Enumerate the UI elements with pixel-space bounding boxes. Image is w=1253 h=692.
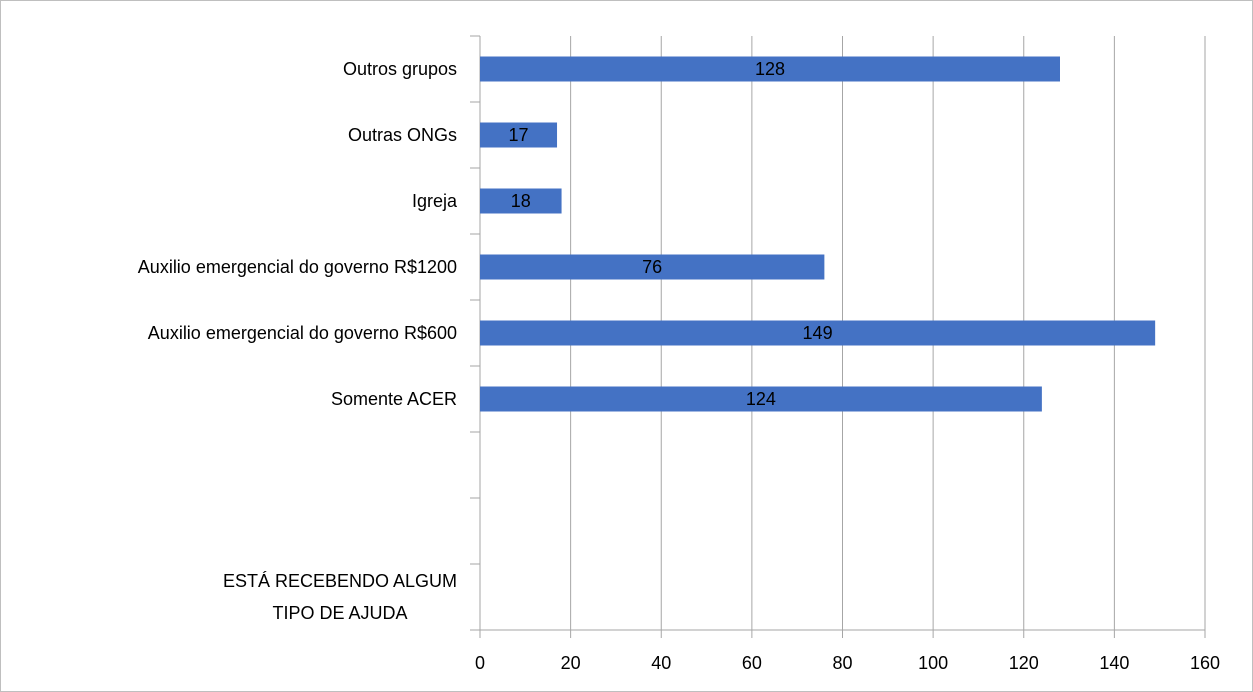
bar	[480, 320, 1156, 346]
x-tick-label: 60	[742, 653, 762, 673]
data-label: 17	[509, 125, 529, 145]
x-tick-label: 120	[1009, 653, 1039, 673]
bar	[480, 188, 562, 214]
y-tick-label: Outras ONGs	[347, 125, 457, 145]
y-tick-label: ESTÁ RECEBENDO ALGUM TIPO DE AJUDA	[222, 571, 457, 623]
bar	[480, 254, 825, 280]
y-tick-label: Somente ACER	[330, 389, 457, 409]
y-tick-label: Auxilio emergencial do governo R$600	[147, 323, 457, 343]
x-tick-label: 160	[1190, 653, 1220, 673]
data-label: 124	[746, 389, 776, 409]
bar	[480, 56, 1060, 82]
x-tick-label: 100	[918, 653, 948, 673]
data-label: 76	[642, 257, 662, 277]
bar	[480, 122, 558, 148]
x-tick-label: 140	[1099, 653, 1129, 673]
x-tick-label: 40	[651, 653, 671, 673]
data-label: 18	[511, 191, 531, 211]
y-tick-label: Outros grupos	[342, 59, 457, 79]
y-tick-label: Auxilio emergencial do governo R$1200	[137, 257, 457, 277]
data-label: 128	[755, 59, 785, 79]
data-label: 149	[803, 323, 833, 343]
y-tick-label: Igreja	[411, 191, 457, 211]
bar	[480, 386, 1042, 412]
x-tick-label: 80	[832, 653, 852, 673]
x-tick-label: 0	[475, 653, 485, 673]
x-tick-label: 20	[561, 653, 581, 673]
